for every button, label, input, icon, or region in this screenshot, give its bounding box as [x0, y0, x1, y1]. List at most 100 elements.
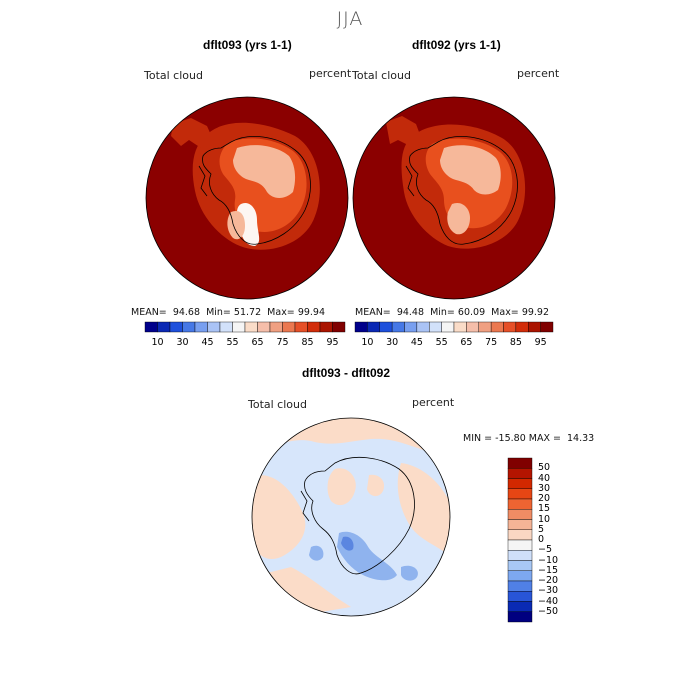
- panel2-colorbar-swatch: [367, 321, 380, 333]
- panel1-mean: 94.68: [172, 307, 201, 318]
- panel1-map: [145, 96, 349, 300]
- diff-colorbar-swatch: [507, 591, 533, 602]
- diff-map: [251, 417, 451, 617]
- panel1-colorbar-ticks: 10 30 45 55 65 75 85 95: [145, 337, 345, 351]
- diff-colorbar-swatch: [507, 478, 533, 489]
- diff-colorbar-swatch: [507, 611, 533, 623]
- diff-colorbar-tick-label: −50: [538, 605, 559, 617]
- panel1-colorbar-tick-label: 30: [176, 337, 189, 348]
- panel1-colorbar-swatch: [257, 321, 271, 333]
- diff-colorbar-swatch: [507, 509, 533, 520]
- diff-colorbar-tick-label: 0: [538, 534, 545, 545]
- panel2-colorbar-tick-label: 65: [460, 337, 473, 348]
- panel2-colorbar-swatch: [466, 321, 479, 333]
- panel1-max: 99.94: [297, 307, 326, 318]
- panel1-colorbar-swatch: [307, 321, 321, 333]
- diff-colorbar-swatch: [507, 498, 533, 510]
- panel2-colorbar-swatch: [441, 321, 455, 333]
- panel2-colorbar-swatch: [490, 321, 504, 333]
- diff-colorbar-swatch: [507, 560, 533, 571]
- panel2-colorbar-tick-label: 10: [361, 337, 374, 348]
- diff-min: -15.80: [495, 433, 526, 444]
- diff-colorbar-tick-label: 15: [538, 503, 551, 515]
- panel2-colorbar-tick-label: 95: [534, 337, 547, 348]
- panel2-map: [352, 96, 556, 300]
- panel2-units: percent: [517, 67, 560, 80]
- panel1-max-label: Max=: [267, 307, 295, 318]
- diff-minmax: MIN = -15.80 MAX = 14.33: [463, 433, 594, 444]
- panel1-colorbar-tick-label: 65: [251, 337, 264, 348]
- diff-colorbar-tick-label: −30: [538, 585, 559, 597]
- diff-colorbar-tick-label: 10: [538, 513, 551, 525]
- panel1-colorbar-swatch: [169, 321, 183, 333]
- panel1-min-label: Min=: [206, 307, 231, 318]
- panel1-colorbar-swatch: [332, 321, 346, 333]
- panel2-max: 99.92: [521, 307, 550, 318]
- panel1-colorbar-swatch: [157, 321, 171, 333]
- panel2-colorbar-swatch: [515, 321, 529, 333]
- panel1-colorbar-swatch: [232, 321, 246, 333]
- panel1-colorbar-swatch: [319, 321, 333, 333]
- diff-colorbar-swatch: [507, 457, 533, 469]
- diff-colorbar-tick-label: 40: [538, 472, 551, 484]
- panel2-mean: 94.48: [396, 307, 425, 318]
- diff-colorbar-tick-label: 5: [538, 523, 545, 535]
- panel2-colorbar-swatch: [528, 321, 541, 333]
- diff-title: dflt093 - dflt092: [302, 366, 391, 380]
- diff-max-label: MAX =: [528, 433, 561, 444]
- diff-units: percent: [412, 396, 455, 409]
- diff-colorbar-tick-label: 20: [538, 493, 551, 504]
- panel1-title: dflt093 (yrs 1-1): [203, 38, 292, 52]
- panel1-mean-label: MEAN=: [131, 307, 167, 318]
- diff-colorbar-swatch: [507, 519, 533, 530]
- panel1-colorbar-tick-label: 10: [151, 337, 164, 348]
- diff-colorbar-swatch: [507, 550, 533, 561]
- panel1-colorbar-tick-label: 45: [201, 337, 214, 348]
- panel1-colorbar-swatch: [207, 321, 221, 333]
- panel2-colorbar-tick-label: 45: [410, 337, 423, 348]
- panel2-colorbar-swatch: [540, 321, 554, 333]
- panel1-colorbar-tick-label: 95: [326, 337, 339, 348]
- diff-colorbar-tick-label: 30: [538, 482, 551, 494]
- panel1-colorbar-tick-label: 55: [226, 337, 239, 348]
- diff-min-label: MIN =: [463, 433, 493, 444]
- figure-title: JJA: [336, 8, 364, 30]
- panel2-colorbar-swatch: [354, 321, 368, 333]
- panel1-colorbar-swatch: [294, 321, 308, 333]
- diff-colorbar-swatch: [507, 570, 533, 582]
- panel2-colorbar-swatch: [404, 321, 418, 333]
- diff-colorbar: [507, 457, 533, 623]
- panel2-colorbar-tick-label: 75: [485, 337, 498, 348]
- diff-colorbar-swatch: [507, 601, 533, 612]
- panel1-colorbar-swatch: [182, 321, 196, 333]
- diff-colorbar-ticks: 50 40 30 20 15 10 5 0 −5 −10 −15 −20 −30 −40 −50: [538, 458, 578, 622]
- panel1-colorbar-swatch: [269, 321, 283, 333]
- panel2-colorbar-ticks: 10 30 45 55 65 75 85 95: [355, 337, 553, 351]
- panel1-min: 51.72: [233, 307, 262, 318]
- panel2-colorbar-swatch: [453, 321, 467, 333]
- panel2-colorbar-tick-label: 55: [435, 337, 448, 348]
- panel1-colorbar-tick-label: 85: [301, 337, 314, 348]
- diff-colorbar-swatch: [507, 539, 533, 551]
- diff-colorbar-tick-label: −15: [538, 564, 559, 576]
- panel1-colorbar-swatch: [194, 321, 208, 333]
- panel2-colorbar-swatch: [416, 321, 430, 333]
- diff-colorbar-swatch: [507, 529, 533, 541]
- panel2-mean-label: MEAN=: [355, 307, 391, 318]
- diff-colorbar-tick-label: −10: [538, 554, 559, 566]
- panel1-colorbar: [144, 321, 346, 333]
- panel2-colorbar-swatch: [478, 321, 492, 333]
- panel2-colorbar-swatch: [379, 321, 393, 333]
- diff-colorbar-tick-label: −40: [538, 595, 559, 607]
- panel2-stats: MEAN= 94.48 Min= 60.09 Max= 99.92: [355, 307, 549, 318]
- panel1-colorbar-swatch: [219, 321, 233, 333]
- diff-variable: Total cloud: [248, 398, 307, 411]
- panel2-colorbar-swatch: [503, 321, 517, 333]
- diff-colorbar-swatch: [507, 488, 533, 500]
- diff-colorbar-swatch: [507, 468, 533, 479]
- panel1-colorbar-swatch: [244, 321, 258, 333]
- panel2-min-label: Min=: [430, 307, 455, 318]
- diff-colorbar-tick-label: −20: [538, 575, 559, 586]
- panel1-stats: MEAN= 94.68 Min= 51.72 Max= 99.94: [131, 307, 325, 318]
- panel2-min: 60.09: [457, 307, 486, 318]
